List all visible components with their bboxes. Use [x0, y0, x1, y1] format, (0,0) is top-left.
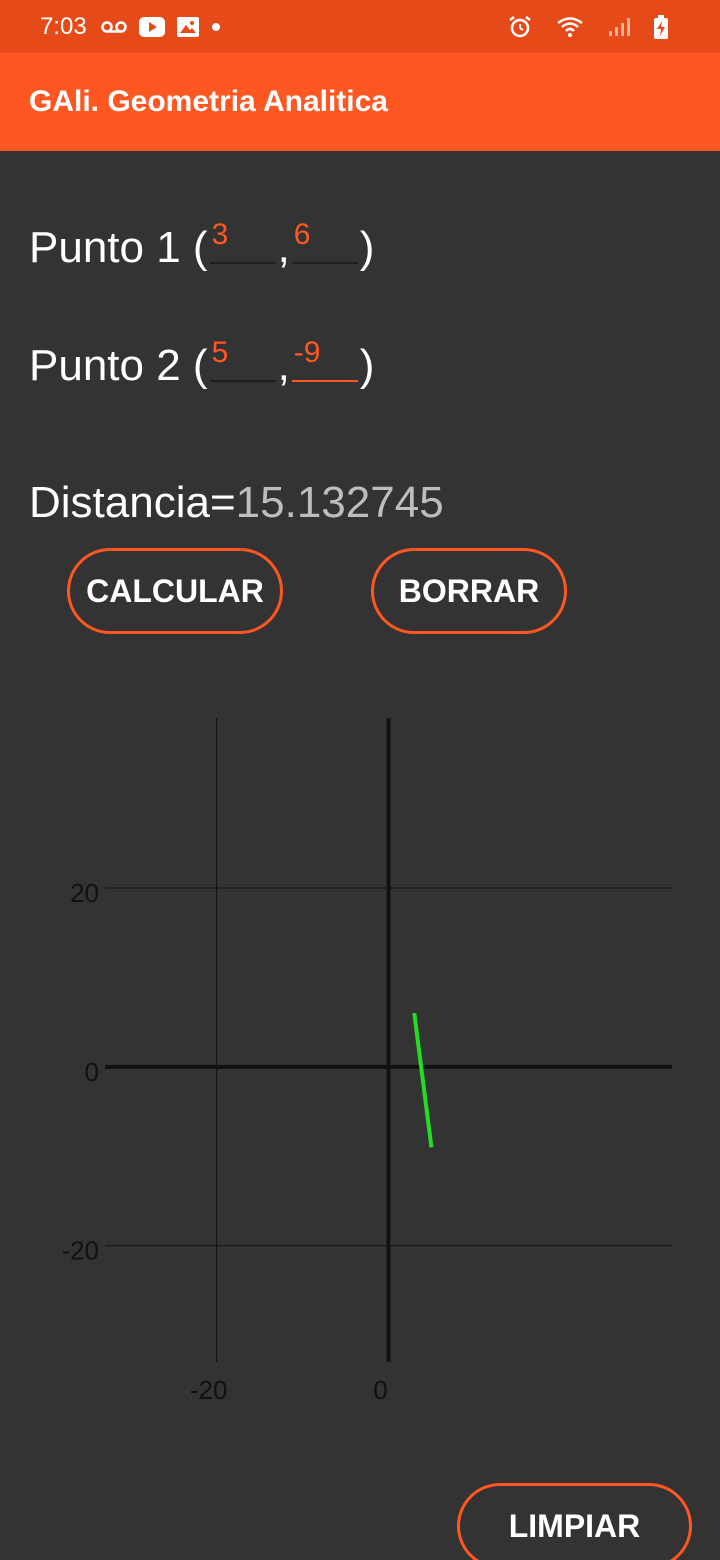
- status-bar: 7:03: [0, 0, 720, 53]
- status-time: 7:03: [40, 12, 87, 40]
- x-tick-label: -20: [190, 1375, 228, 1405]
- point2-comma: ,: [277, 341, 290, 390]
- distance-label: Distancia=: [29, 478, 236, 527]
- point2-y-field[interactable]: -9: [291, 332, 358, 388]
- alarm-icon: [508, 15, 532, 39]
- point2-y-value: -9: [293, 336, 321, 369]
- app-bar: GAli. Geometria Analitica: [0, 53, 720, 151]
- distance-value: 15.132745: [235, 478, 444, 527]
- dot-icon: [211, 22, 221, 32]
- point1-y-underline: [291, 262, 358, 264]
- borrar-button[interactable]: BORRAR: [371, 548, 567, 634]
- point2-close: ): [359, 341, 375, 390]
- calcular-button[interactable]: CALCULAR: [67, 548, 283, 634]
- y-tick-label: 0: [85, 1057, 99, 1087]
- y-tick-label: 20: [70, 878, 99, 908]
- point2-row: Punto 2 ( 5 , -9 ): [29, 318, 374, 388]
- point1-x-field[interactable]: 3: [209, 214, 276, 270]
- gallery-icon: [176, 16, 199, 37]
- voicemail-icon: [100, 20, 127, 34]
- signal-icon: [608, 17, 630, 37]
- segment-line: [412, 1012, 434, 1148]
- limpiar-button[interactable]: LIMPIAR: [457, 1483, 692, 1560]
- point1-y-field[interactable]: 6: [291, 214, 358, 270]
- x-tick-label: 0: [373, 1375, 387, 1405]
- point2-x-value: 5: [211, 336, 229, 369]
- distance-row: Distancia=15.132745: [29, 478, 444, 528]
- battery-icon: [654, 14, 668, 39]
- point1-x-underline: [209, 262, 276, 264]
- point1-x-value: 3: [211, 218, 229, 251]
- point2-y-underline: [291, 380, 358, 382]
- point1-y-value: 6: [293, 218, 311, 251]
- youtube-icon: [138, 16, 165, 37]
- app-title: GAli. Geometria Analitica: [29, 85, 388, 118]
- coordinate-graph[interactable]: -20 0 20 0 -20: [0, 700, 720, 1420]
- point1-row: Punto 1 ( 3 , 6 ): [29, 200, 374, 270]
- point1-close: ): [359, 223, 375, 272]
- point2-x-underline: [209, 380, 276, 382]
- point1-comma: ,: [277, 223, 290, 272]
- wifi-icon: [556, 16, 584, 38]
- point2-x-field[interactable]: 5: [209, 332, 276, 388]
- point2-label: Punto 2 (: [29, 341, 208, 390]
- point1-label: Punto 1 (: [29, 223, 208, 272]
- y-tick-label: -20: [61, 1236, 99, 1266]
